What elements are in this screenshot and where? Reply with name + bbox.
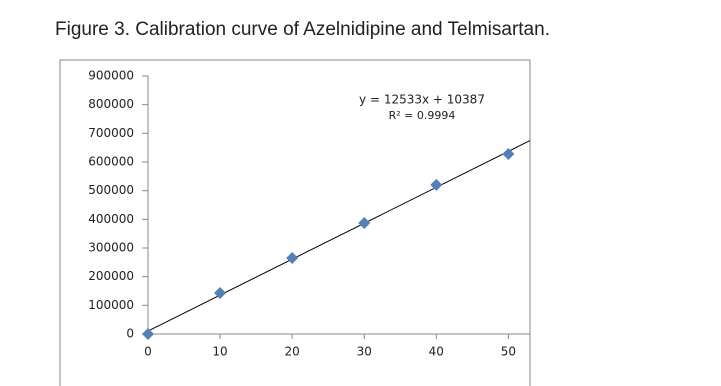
y-tick-label: 400000 bbox=[88, 212, 134, 226]
y-tick-label: 100000 bbox=[88, 298, 134, 312]
x-tick-label: 10 bbox=[212, 345, 227, 359]
y-tick-label: 900000 bbox=[88, 69, 134, 83]
data-point bbox=[502, 147, 515, 160]
x-tick-label: 30 bbox=[357, 345, 372, 359]
x-tick-label: 20 bbox=[285, 345, 300, 359]
r-squared: R² = 0.9994 bbox=[389, 109, 456, 122]
x-tick-label: 40 bbox=[429, 345, 444, 359]
y-tick-label: 800000 bbox=[88, 97, 134, 111]
data-point bbox=[142, 328, 154, 340]
y-tick-label: 200000 bbox=[88, 269, 134, 283]
trendline-equation: y = 12533x + 10387 bbox=[359, 93, 485, 107]
y-tick-label: 0 bbox=[126, 327, 134, 341]
x-tick-label: 0 bbox=[144, 345, 152, 359]
x-tick-label: 50 bbox=[501, 345, 516, 359]
chart-border bbox=[59, 59, 531, 386]
y-tick-label: 600000 bbox=[88, 155, 134, 169]
y-tick-label: 300000 bbox=[88, 241, 134, 255]
data-point bbox=[358, 217, 371, 230]
chart-title: Figure 3. Calibration curve of Azelnidip… bbox=[55, 19, 550, 40]
trendline bbox=[147, 140, 531, 332]
y-tick-label: 500000 bbox=[88, 183, 134, 197]
y-tick-label: 700000 bbox=[88, 126, 134, 140]
data-point bbox=[430, 178, 443, 191]
data-point bbox=[214, 287, 227, 300]
data-point bbox=[286, 252, 299, 265]
